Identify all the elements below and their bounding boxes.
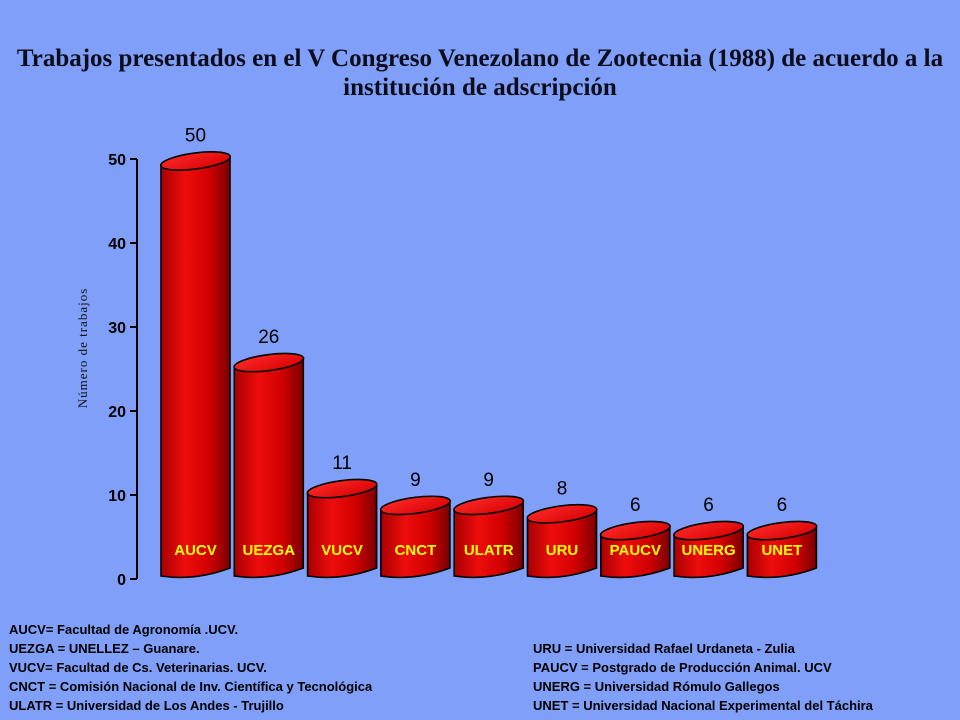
chart-title: Trabajos presentados en el V Congreso Ve… (16, 45, 944, 101)
bar-body (380, 499, 451, 579)
y-tick-label: 30 (108, 320, 126, 337)
bar-value-label: 50 (185, 126, 206, 147)
category-label: VUCV (321, 542, 363, 559)
bar-uezga: 26 UEZGA (233, 327, 305, 579)
bar-top (453, 495, 525, 516)
bar-top (159, 151, 232, 171)
bar-value-label: 6 (777, 495, 788, 516)
y-tick-label: 40 (108, 236, 126, 253)
bar-value-label: 8 (557, 478, 568, 499)
bar-value-label: 9 (410, 470, 421, 491)
bar-top (306, 478, 378, 499)
bar-body (160, 155, 231, 579)
bar-body (526, 508, 598, 579)
legend-entry-unerg: UNERG = Universidad Rómulo Gallegos (533, 679, 780, 694)
legend-entry-uru: URU = Universidad Rafael Urdaneta - Zuli… (533, 641, 795, 656)
bar-top (526, 503, 598, 524)
category-label: AUCV (174, 542, 217, 559)
legend-entry-unet: UNET = Universidad Nacional Experimental… (533, 698, 873, 713)
y-tick-label: 50 (108, 152, 126, 169)
y-tick-label: 20 (108, 404, 126, 421)
bar-body (306, 483, 378, 579)
bar-value-label: 11 (332, 453, 352, 474)
bars: 50 AUCV 26 UEZGA 11 VUCV 9 CNCT 9 ULATR 8 URU 6 PAUCV… (159, 126, 818, 579)
bar-aucv: 50 AUCV (159, 126, 232, 579)
bar-top (379, 495, 451, 516)
bar-top (746, 520, 818, 541)
bar-top (673, 520, 745, 541)
y-axis: 0 10 20 30 40 50 (108, 152, 138, 589)
y-axis-label: Número de trabajos (75, 288, 90, 409)
legend-entry-aucv: AUCV= Facultad de Agronomía .UCV. (9, 622, 239, 637)
bar-unerg: 6 UNERG (673, 495, 745, 579)
bar-uru: 8 URU (526, 478, 598, 579)
category-label: CNCT (395, 542, 437, 559)
bar-top (599, 520, 671, 541)
bar-value-label: 26 (258, 327, 279, 348)
bar-cnct: 9 CNCT (379, 470, 451, 579)
bar-unet: 6 UNET (746, 495, 818, 579)
category-label: PAUCV (610, 542, 661, 559)
bar-value-label: 6 (630, 495, 641, 516)
bar-value-label: 6 (703, 495, 714, 516)
category-label: ULATR (464, 542, 514, 559)
bar-paucv: 6 PAUCV (599, 495, 671, 579)
bar-vucv: 11 VUCV (306, 453, 378, 579)
category-label: UEZGA (243, 542, 296, 559)
legend-entry-vucv: VUCV= Facultad de Cs. Veterinarias. UCV. (9, 660, 267, 675)
y-tick-label: 0 (117, 572, 126, 589)
bar-body (233, 357, 305, 579)
bar-value-label: 9 (483, 470, 494, 491)
legend-left: AUCV= Facultad de Agronomía .UCV. UEZGA … (9, 620, 372, 715)
legend-entry-cnct: CNCT = Comisión Nacional de Inv. Científ… (9, 679, 373, 694)
bar-ulatr: 9 ULATR (453, 470, 525, 579)
legend-entry-uezga: UEZGA = UNELLEZ – Guanare. (9, 641, 200, 656)
category-label: UNERG (682, 542, 736, 559)
legend-right: URU = Universidad Rafael Urdaneta - Zuli… (533, 639, 873, 715)
category-label: URU (546, 542, 579, 559)
legend-entry-ulatr: ULATR = Universidad de Los Andes - Truji… (9, 698, 284, 713)
bar-body (453, 499, 524, 579)
y-tick-label: 10 (108, 488, 126, 505)
legend-entry-paucv: PAUCV = Postgrado de Producción Animal. … (533, 660, 832, 675)
category-label: UNET (761, 542, 802, 559)
bar-top (233, 352, 305, 373)
